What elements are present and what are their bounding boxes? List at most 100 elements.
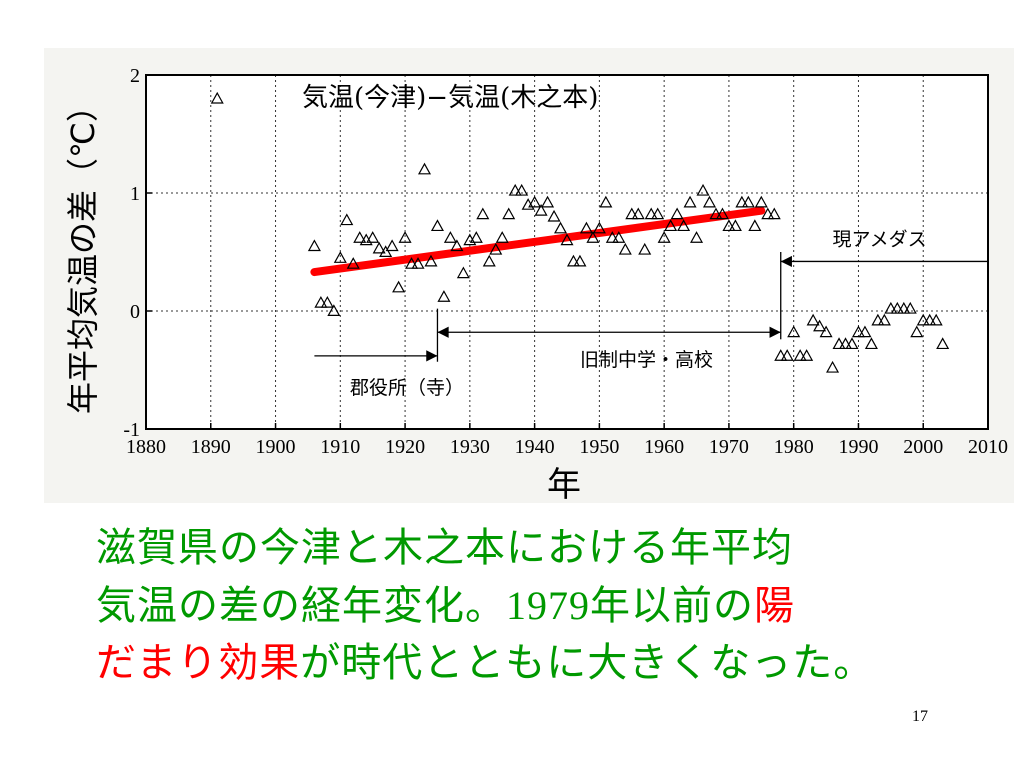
data-point bbox=[677, 219, 691, 232]
x-tick-label: 1970 bbox=[709, 436, 749, 458]
data-point bbox=[469, 231, 483, 243]
data-point bbox=[910, 325, 924, 338]
x-tick-label: 2000 bbox=[903, 436, 943, 458]
data-point bbox=[929, 313, 943, 326]
data-point bbox=[670, 207, 684, 220]
data-point bbox=[333, 251, 347, 263]
data-point bbox=[631, 207, 645, 220]
x-tick-label: 1890 bbox=[191, 436, 231, 458]
data-point bbox=[651, 207, 665, 220]
data-point bbox=[482, 254, 496, 267]
plot-frame bbox=[145, 74, 989, 430]
chart-panel: 1880 1890 1900 1910 1920 1930 1940 1950 1960 1970… bbox=[44, 48, 1014, 503]
data-point bbox=[489, 242, 503, 255]
data-point bbox=[877, 313, 891, 326]
data-point bbox=[702, 195, 717, 208]
period-1-arrow-head bbox=[426, 350, 438, 362]
caption: 滋賀県の今津と木之本における年平均 気温の差の経年変化。1979年以前の陽 だま… bbox=[96, 520, 976, 692]
data-point bbox=[664, 219, 678, 232]
chart: 1880 1890 1900 1910 1920 1930 1940 1950 1960 1970… bbox=[64, 65, 1008, 503]
caption-line-1: 滋賀県の今津と木之本における年平均 bbox=[96, 525, 793, 571]
data-point bbox=[897, 301, 911, 314]
data-point bbox=[832, 337, 846, 350]
period-3-label: 現アメダス bbox=[833, 228, 927, 250]
data-point bbox=[916, 313, 930, 326]
data-point bbox=[566, 254, 580, 267]
data-point bbox=[508, 183, 522, 196]
x-tick-label: 1940 bbox=[515, 436, 555, 458]
data-point bbox=[638, 242, 652, 255]
y-tick-label: 2 bbox=[130, 65, 140, 87]
data-point bbox=[625, 207, 639, 220]
data-point bbox=[210, 91, 224, 104]
data-point bbox=[761, 207, 775, 220]
data-point bbox=[430, 219, 444, 232]
data-point bbox=[722, 219, 736, 232]
data-point bbox=[787, 325, 801, 338]
data-point bbox=[366, 231, 380, 243]
x-tick-label: 1910 bbox=[320, 436, 360, 458]
data-point bbox=[417, 162, 432, 175]
data-point bbox=[424, 254, 438, 267]
x-tick-label: 1990 bbox=[838, 436, 878, 458]
period-2-label: 旧制中学・高校 bbox=[580, 349, 713, 371]
y-tick-label: 0 bbox=[130, 301, 140, 323]
data-point bbox=[320, 296, 334, 308]
data-point bbox=[605, 231, 619, 243]
page-number: 17 bbox=[912, 708, 928, 725]
data-point bbox=[618, 242, 632, 255]
data-point bbox=[838, 337, 853, 350]
data-point bbox=[644, 207, 658, 220]
data-point bbox=[547, 209, 561, 222]
data-point bbox=[748, 219, 762, 232]
data-point bbox=[392, 280, 406, 293]
data-point bbox=[327, 304, 341, 316]
caption-line-3-text: が時代とともに大きくなった。 bbox=[300, 640, 875, 686]
caption-line-3: だまり効果が時代とともに大きくなった。 bbox=[96, 635, 976, 692]
x-tick-label: 1920 bbox=[385, 436, 425, 458]
data-point bbox=[515, 183, 529, 196]
data-point bbox=[728, 219, 742, 232]
data-point bbox=[314, 296, 328, 308]
data-point bbox=[793, 349, 807, 361]
data-point bbox=[851, 325, 865, 338]
data-point bbox=[573, 254, 587, 267]
data-point bbox=[353, 231, 367, 243]
chart-title: 気温(今津)−気温(木之本) bbox=[302, 83, 598, 113]
data-point bbox=[411, 257, 425, 269]
data-point bbox=[443, 231, 457, 243]
caption-line-2-text-a: 気温の差の経年変化。 bbox=[96, 583, 506, 629]
data-point bbox=[864, 337, 878, 350]
x-axis-title: 年 bbox=[547, 465, 581, 503]
data-point bbox=[780, 349, 794, 361]
data-point bbox=[372, 241, 386, 254]
data-point bbox=[502, 207, 516, 220]
data-point bbox=[405, 257, 419, 269]
data-point bbox=[599, 195, 613, 208]
data-point bbox=[715, 207, 729, 220]
data-point bbox=[800, 349, 814, 361]
data-point bbox=[534, 203, 548, 216]
data-point bbox=[858, 325, 872, 338]
data-point bbox=[456, 266, 470, 279]
data-point bbox=[579, 221, 593, 234]
data-point bbox=[586, 231, 600, 243]
data-point bbox=[813, 319, 827, 332]
caption-year: 1979 bbox=[506, 583, 590, 628]
caption-highlight-1: 陽 bbox=[754, 583, 795, 629]
data-point bbox=[871, 313, 885, 326]
x-tick-label: 1900 bbox=[256, 436, 296, 458]
data-point bbox=[754, 195, 768, 208]
y-tick-label: 1 bbox=[130, 183, 140, 205]
caption-line-2: 気温の差の経年変化。1979年以前の陽 bbox=[96, 577, 976, 635]
data-point bbox=[340, 213, 354, 226]
period-2-arrow-head-left bbox=[437, 326, 449, 338]
data-point bbox=[884, 301, 898, 314]
data-point bbox=[903, 301, 917, 314]
data-point bbox=[541, 195, 555, 208]
data-point bbox=[690, 231, 704, 243]
data-point bbox=[826, 360, 840, 373]
data-point bbox=[735, 195, 749, 208]
data-point bbox=[741, 195, 755, 208]
data-point bbox=[819, 325, 833, 338]
